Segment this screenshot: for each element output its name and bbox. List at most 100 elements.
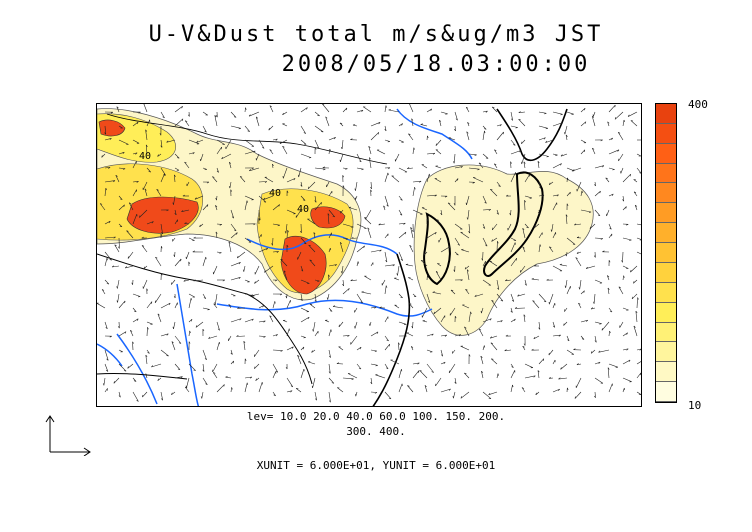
wind-vector-head [328,400,331,403]
wind-vector-head [328,355,331,358]
wind-vector [142,391,148,398]
wind-vector [300,316,310,323]
wind-vector-head [403,222,406,225]
wind-vector-head [392,264,395,267]
wind-vector-head [523,343,526,346]
wind-vector-head [204,358,207,361]
wind-vector-head [497,287,500,290]
wind-vector-head [132,341,134,344]
wind-vector [370,122,381,127]
wind-vector [576,363,582,366]
wind-vector [510,150,521,155]
wind-vector-head [539,244,542,247]
wind-vector [202,204,209,211]
wind-vector [216,139,225,145]
wind-vector-head [136,318,139,321]
wind-vector [598,349,610,353]
wind-vector-head [219,252,222,254]
wind-vector [199,223,204,228]
wind-vector-head [499,124,502,127]
wind-vector [286,300,291,309]
wind-vector [132,307,137,312]
wind-vector-head [359,346,362,350]
wind-vector-head [180,376,183,379]
wind-vector-head [205,383,208,385]
contour-label-2: 40 [269,188,281,199]
wind-vector-head [376,331,379,334]
wind-vector-head [614,117,617,120]
wind-vector [496,209,499,215]
wind-vector [370,306,377,309]
wind-vector [132,181,139,183]
wind-vector [230,209,234,219]
wind-vector-head [285,295,287,299]
wind-vector-head [542,194,545,197]
wind-vector [256,153,260,161]
wind-vector-head [116,300,118,303]
wind-vector [216,321,220,331]
wind-vector [173,195,176,205]
wind-vector-head [488,209,491,211]
wind-vector-head [345,168,348,170]
wind-vector [409,104,414,113]
wind-vector [384,172,389,183]
wind-vector [314,139,320,149]
wind-vector [202,256,207,267]
wind-vector [454,334,461,337]
wind-vector-head [521,141,523,144]
wind-vector [314,293,317,302]
wind-vector-head [336,362,340,364]
wind-vector-head [181,118,184,121]
wind-vector-head [358,367,362,370]
wind-vector-head [500,320,503,323]
wind-vector [454,377,457,384]
wind-vector-head [448,388,451,391]
wind-vector [576,251,582,254]
wind-vector [408,133,414,141]
wind-vector-head [454,128,456,132]
reference-vector-icon [45,415,91,456]
wind-vector [594,335,597,343]
wind-vector [384,125,387,131]
wind-vector-head [567,339,570,342]
wind-vector-head [608,260,611,263]
wind-vector-head [612,169,615,171]
wind-vector-head [625,206,627,209]
wind-vector [236,335,246,337]
wind-vector [466,269,470,281]
wind-vector-head [517,294,520,297]
wind-vector [174,219,178,225]
wind-vector [244,150,256,155]
wind-vector-head [578,287,580,290]
wind-vector [280,259,288,267]
wind-vector [436,219,442,225]
wind-vector-head [238,277,241,280]
wind-vector-head [421,260,424,262]
wind-vector [522,228,526,239]
wind-vector [566,335,570,342]
wind-vector [538,194,545,197]
wind-vector-head [609,330,611,334]
wind-vector [482,279,491,286]
wind-vector-head [155,256,158,259]
wind-vector [412,180,422,183]
colorbar [655,103,677,403]
wind-vector [594,190,601,197]
wind-vector [216,342,220,351]
wind-vector [468,167,480,170]
wind-vector-head [213,303,216,305]
wind-vector-head [430,108,432,111]
border-line-2 [246,293,313,385]
wind-vector [636,361,641,365]
wind-vector-head [388,397,392,400]
wind-vector-head [609,227,612,230]
wind-vector-head [444,195,448,198]
wind-vector [356,293,363,303]
wind-vector-head [346,107,348,111]
wind-vector [384,139,390,142]
wind-vector-head [280,350,283,352]
wind-vector-head [250,376,253,379]
wind-vector-head [490,342,494,344]
wind-vector-head [584,108,586,111]
wind-vector [384,105,387,113]
